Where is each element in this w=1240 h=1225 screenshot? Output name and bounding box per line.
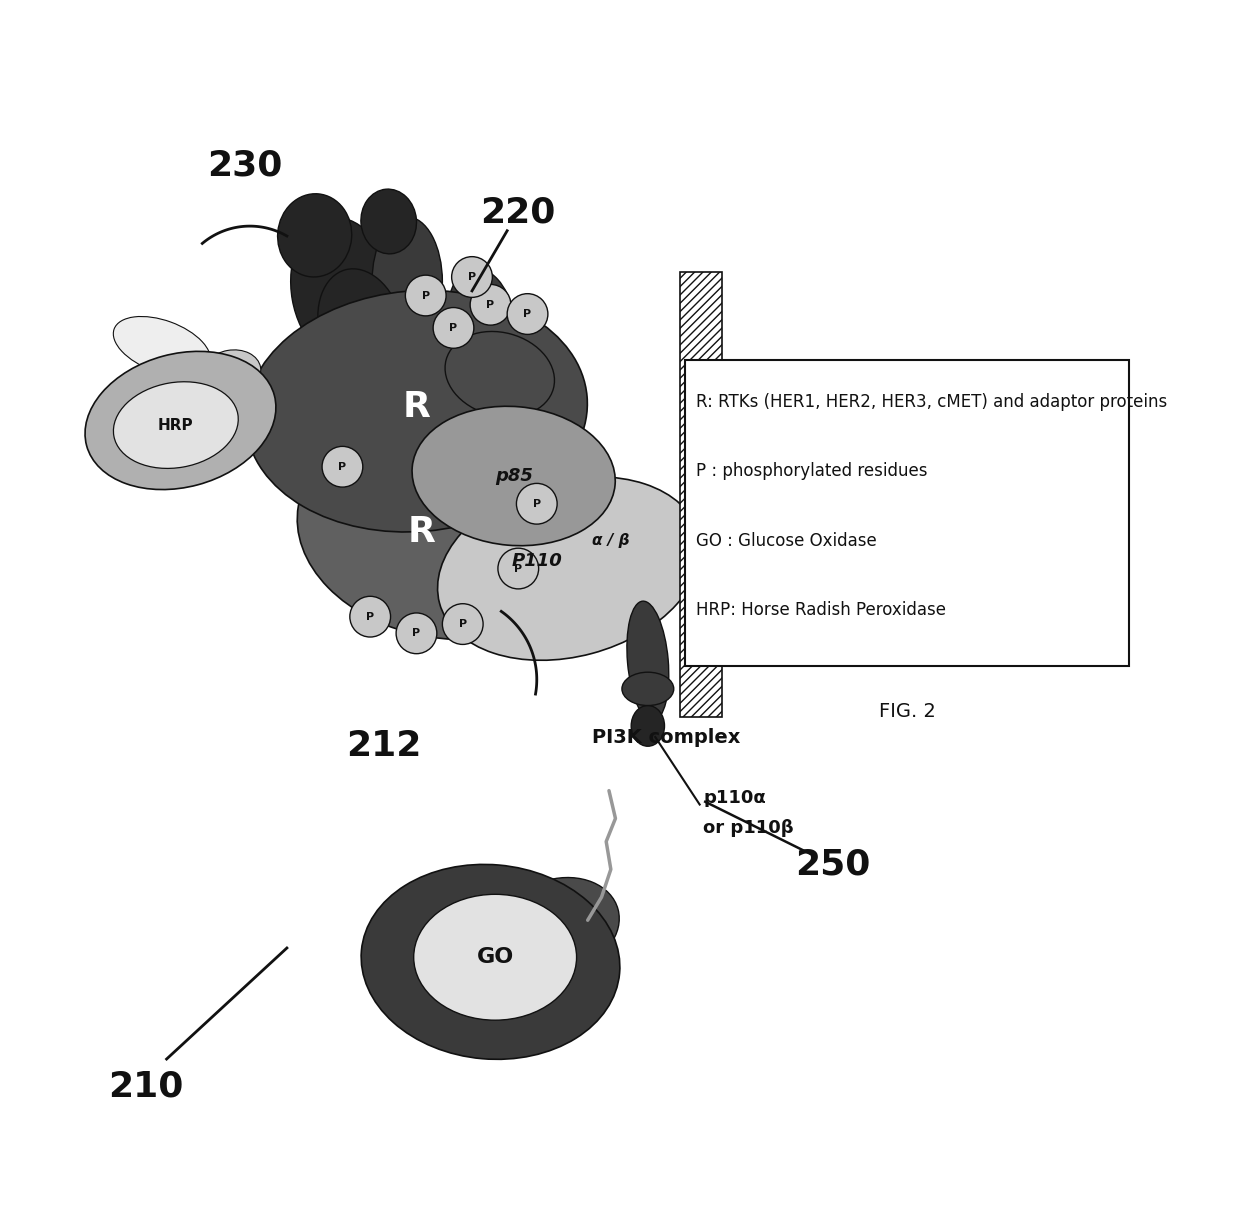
Text: PI3K complex: PI3K complex xyxy=(593,728,740,747)
Circle shape xyxy=(443,604,484,644)
Ellipse shape xyxy=(361,189,417,254)
Circle shape xyxy=(322,446,363,488)
Ellipse shape xyxy=(290,218,394,364)
Ellipse shape xyxy=(86,352,277,490)
Ellipse shape xyxy=(622,673,673,706)
Text: GO : Glucose Oxidase: GO : Glucose Oxidase xyxy=(696,532,877,550)
Text: R: R xyxy=(403,390,430,424)
Text: FIG. 2: FIG. 2 xyxy=(879,702,935,722)
Ellipse shape xyxy=(372,217,443,347)
Text: 220: 220 xyxy=(481,195,556,229)
Text: HRP: HRP xyxy=(157,418,193,432)
Text: α / β: α / β xyxy=(591,533,630,549)
Text: 210: 210 xyxy=(109,1069,184,1104)
Text: P: P xyxy=(486,300,495,310)
Circle shape xyxy=(451,257,492,298)
Ellipse shape xyxy=(501,877,619,973)
Ellipse shape xyxy=(588,499,717,601)
Text: R: R xyxy=(407,514,435,549)
Ellipse shape xyxy=(631,706,665,746)
Text: P: P xyxy=(467,272,476,282)
Ellipse shape xyxy=(113,316,211,376)
Ellipse shape xyxy=(298,424,591,639)
Text: HRP: Horse Radish Peroxidase: HRP: Horse Radish Peroxidase xyxy=(696,601,946,619)
Circle shape xyxy=(516,484,557,524)
Text: 230: 230 xyxy=(207,149,283,183)
Text: P: P xyxy=(515,564,522,573)
Ellipse shape xyxy=(113,382,238,468)
Text: P: P xyxy=(459,619,466,630)
Text: P: P xyxy=(366,611,374,621)
Text: GO: GO xyxy=(476,947,513,968)
Text: P : phosphorylated residues: P : phosphorylated residues xyxy=(696,462,928,480)
Circle shape xyxy=(396,612,436,654)
Text: P: P xyxy=(339,462,346,472)
Ellipse shape xyxy=(246,290,588,532)
Text: p85: p85 xyxy=(495,467,533,485)
Ellipse shape xyxy=(448,268,515,369)
Circle shape xyxy=(470,284,511,325)
FancyBboxPatch shape xyxy=(684,360,1130,665)
Ellipse shape xyxy=(300,318,366,402)
Circle shape xyxy=(433,307,474,348)
Circle shape xyxy=(350,597,391,637)
Ellipse shape xyxy=(361,865,620,1060)
Ellipse shape xyxy=(627,601,668,722)
Ellipse shape xyxy=(414,894,577,1020)
Text: p110α: p110α xyxy=(703,789,766,807)
Ellipse shape xyxy=(438,477,701,660)
Text: 212: 212 xyxy=(346,729,422,763)
Text: P: P xyxy=(523,309,532,318)
Circle shape xyxy=(498,548,538,589)
FancyBboxPatch shape xyxy=(681,272,722,717)
Text: P: P xyxy=(449,323,458,333)
Text: R: RTKs (HER1, HER2, HER3, cMET) and adaptor proteins: R: RTKs (HER1, HER2, HER3, cMET) and ada… xyxy=(696,393,1167,410)
Ellipse shape xyxy=(317,268,404,387)
Text: 250: 250 xyxy=(795,848,870,882)
Ellipse shape xyxy=(445,332,554,416)
Text: P: P xyxy=(413,628,420,638)
Text: P110: P110 xyxy=(511,552,562,570)
Circle shape xyxy=(507,294,548,334)
Ellipse shape xyxy=(202,350,260,394)
Text: P: P xyxy=(533,499,541,508)
Ellipse shape xyxy=(278,194,352,277)
Ellipse shape xyxy=(389,925,537,1046)
Text: or p110β: or p110β xyxy=(703,818,794,837)
Circle shape xyxy=(405,276,446,316)
Text: P: P xyxy=(422,290,430,300)
Ellipse shape xyxy=(412,407,615,545)
